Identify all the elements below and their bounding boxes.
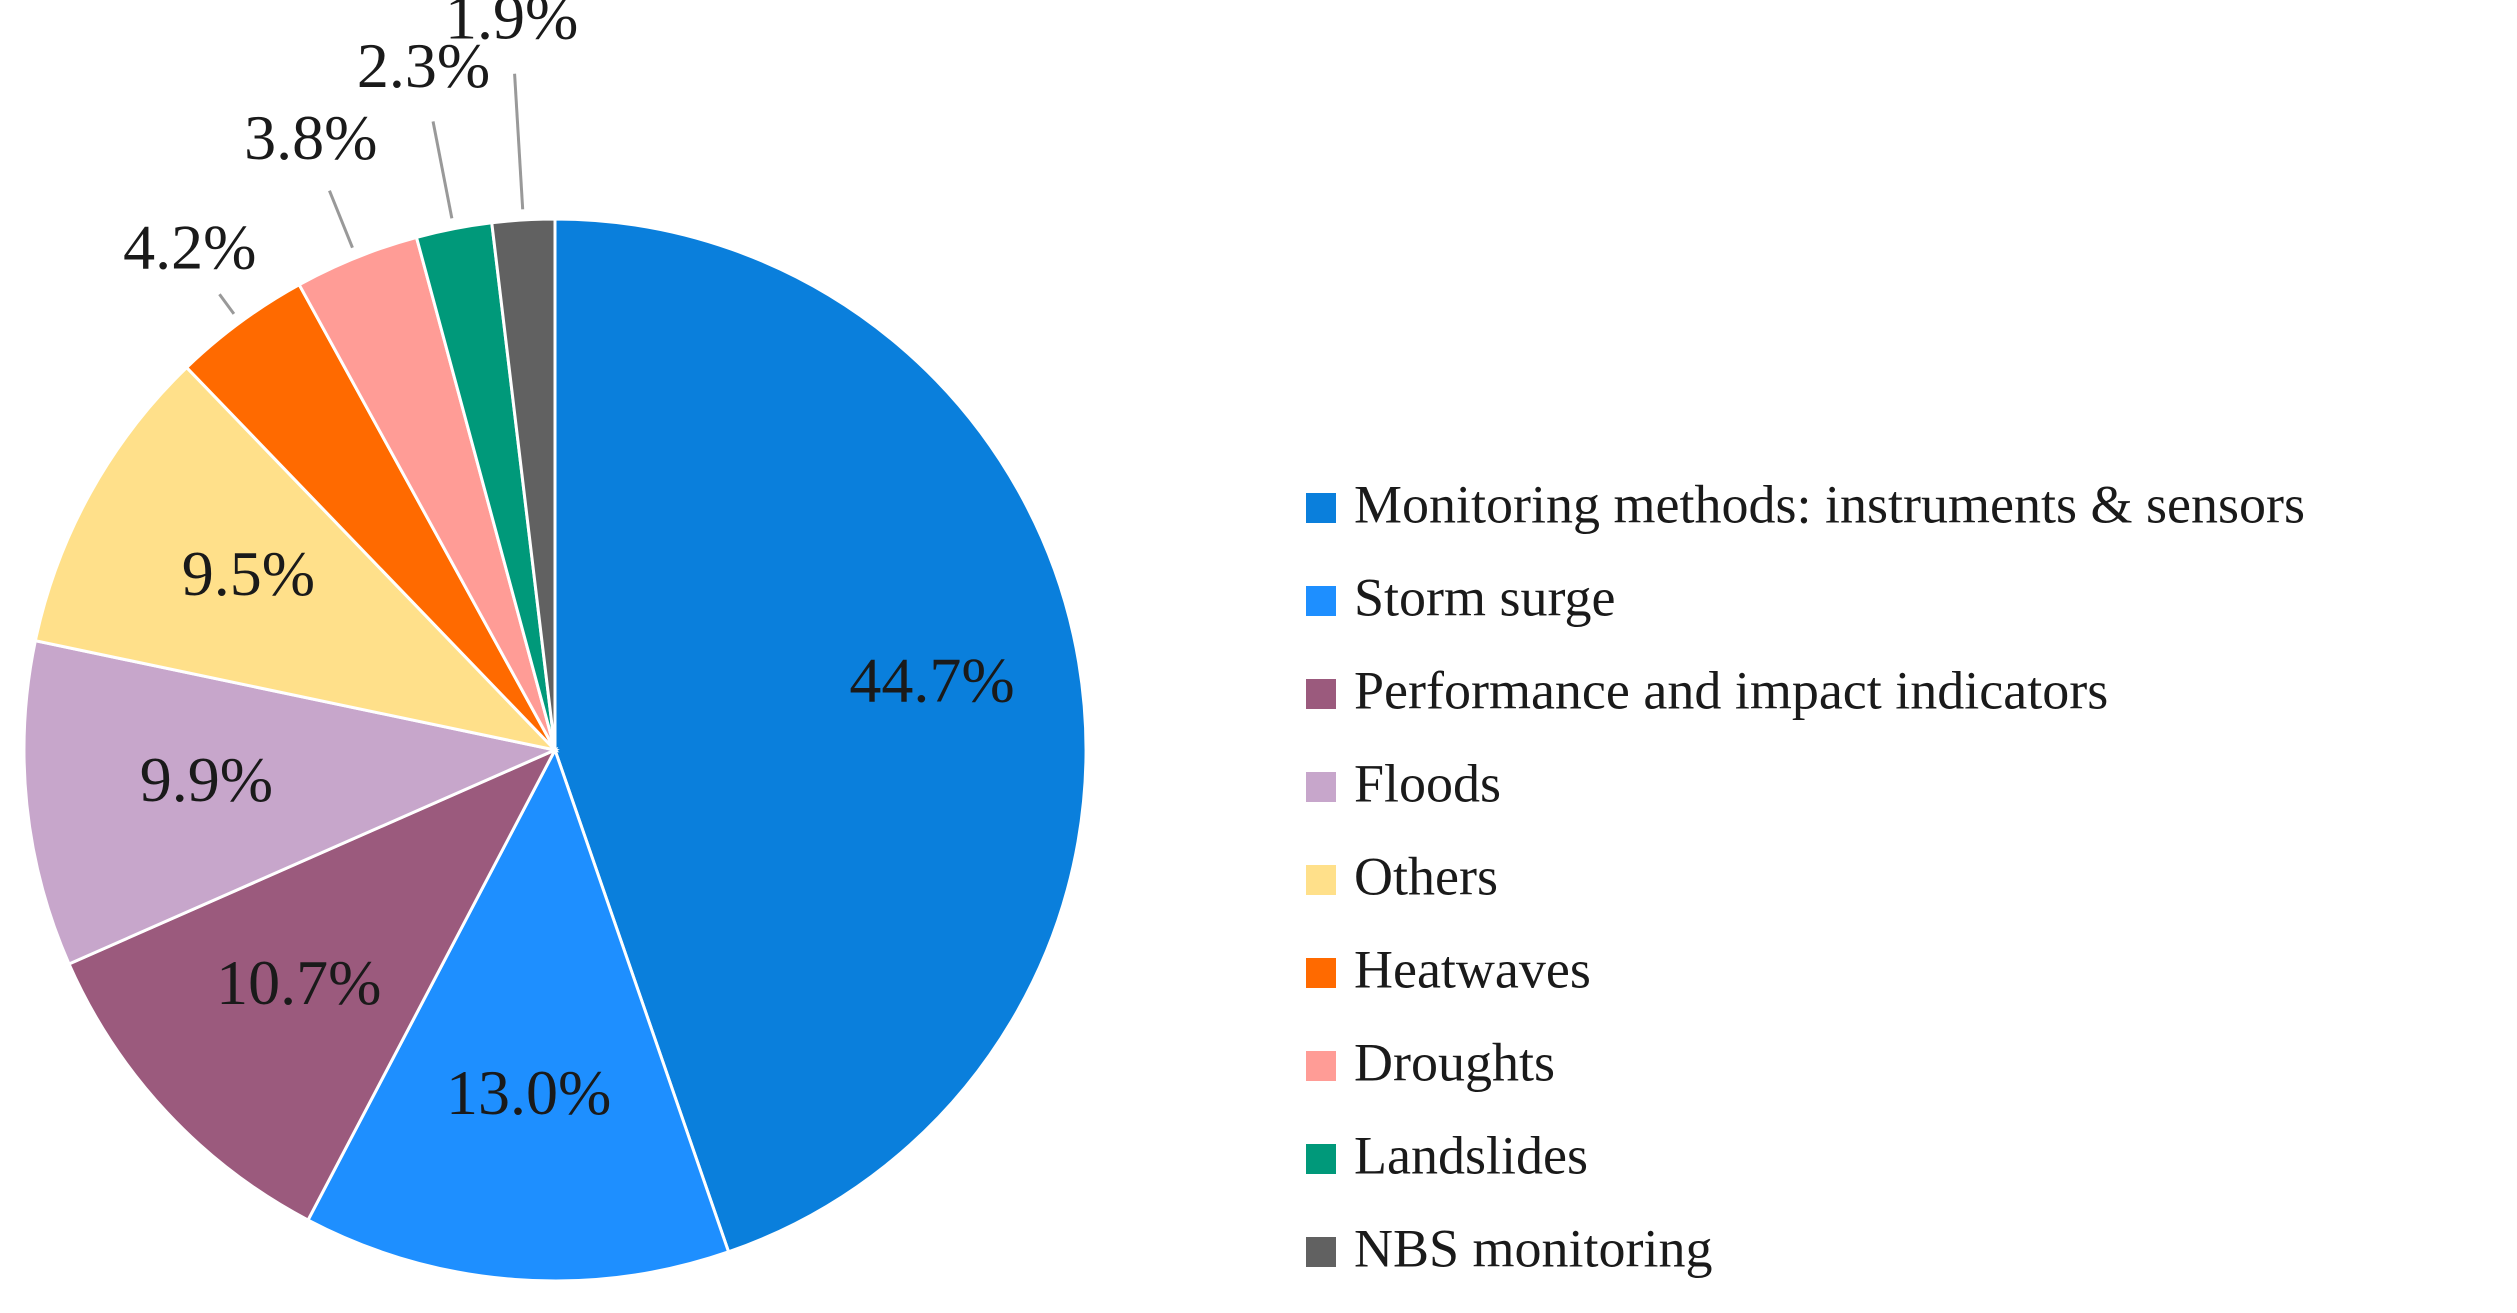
leader-line [431, 121, 454, 219]
legend-swatch [1306, 865, 1336, 895]
legend-label: Performance and impact indicators [1354, 660, 2108, 720]
pie-slice [67, 746, 559, 1223]
pie-slice [22, 638, 560, 966]
leader-line [513, 73, 525, 210]
legend-label: Droughts [1354, 1032, 1555, 1092]
slice-label: 2.3% [357, 30, 490, 101]
pie-slice [490, 217, 557, 751]
legend-label: NBS monitoring [1354, 1218, 1713, 1278]
pie-slice [33, 365, 560, 753]
legend-swatch [1306, 493, 1336, 523]
slice-label: 4.2% [123, 212, 256, 283]
legend-label: Heatwaves [1354, 939, 1591, 999]
legend-swatch [1306, 1144, 1336, 1174]
legend-label: Floods [1354, 753, 1501, 813]
pie-slice [305, 746, 731, 1283]
legend-swatch [1306, 1051, 1336, 1081]
pie-slice [553, 217, 1088, 1254]
slice-label: 44.7% [849, 644, 1014, 715]
legend-swatch [1306, 958, 1336, 988]
slice-label: 3.8% [244, 102, 377, 173]
slice-label: 9.9% [140, 744, 273, 815]
legend-swatch [1306, 586, 1336, 616]
slice-label: 9.5% [182, 538, 315, 609]
legend-label: Others [1354, 846, 1498, 906]
legend-swatch [1306, 772, 1336, 802]
legend-label: Monitoring methods: instruments & sensor… [1354, 474, 2305, 534]
leader-line [328, 190, 354, 249]
legend-label: Landslides [1354, 1125, 1588, 1185]
legend-swatch [1306, 679, 1336, 709]
legend-label: Storm surge [1354, 567, 1616, 627]
slice-label: 13.0% [446, 1057, 611, 1128]
leader-line [218, 293, 236, 315]
slice-label: 1.9% [445, 0, 578, 53]
legend-swatch [1306, 1237, 1336, 1267]
slice-label: 10.7% [216, 947, 381, 1018]
